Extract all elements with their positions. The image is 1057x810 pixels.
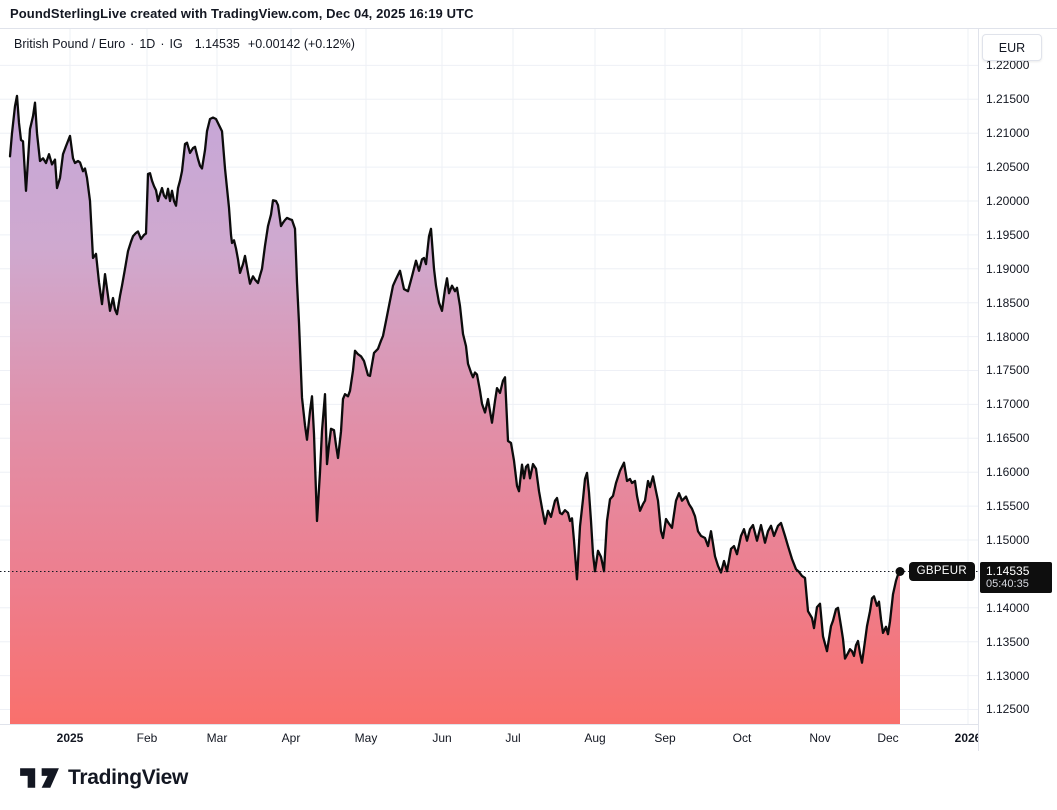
exchange-label: IG [169,37,183,51]
price-pane[interactable]: British Pound / Euro · 1D · IG 1.14535 +… [0,29,978,724]
time-scale-label: Feb [136,731,158,745]
price-scale-label: 1.20000 [986,194,1030,208]
time-scale-label: Oct [732,731,752,745]
time-scale-label: Aug [584,731,606,745]
legend-change: +0.00142 (+0.12%) [247,37,355,51]
price-scale-label: 1.16000 [986,465,1030,479]
price-scale-label: 1.16500 [986,431,1030,445]
bar-countdown: 05:40:35 [986,578,1029,590]
legend-separator: · [130,37,135,51]
price-line-symbol-tag: GBPEUR [908,562,975,581]
price-scale-label: 1.19500 [986,228,1030,242]
price-line-symbol-text: GBPEUR [916,565,967,577]
legend-last-price: 1.14535 [194,37,240,51]
price-scale-label: 1.13000 [986,669,1030,683]
price-scale-label: 1.13500 [986,635,1030,649]
symbol-title: British Pound / Euro [14,37,126,51]
price-scale-label: 1.15500 [986,499,1030,513]
time-scale[interactable]: 2025 Feb Mar Apr May Jun Jul Aug Sep Oct Nov Dec 202… [0,724,978,752]
interval-label: 1D [139,37,156,51]
price-scale-label: 1.20500 [986,160,1030,174]
tradingview-logo-text: TradingView [68,766,189,789]
last-price-value: 1.14535 [986,564,1030,578]
tradingview-logo[interactable]: TradingView [20,764,188,792]
time-scale-label: 2026 [954,731,978,745]
price-scale-label: 1.22000 [986,58,1030,72]
price-scale-label: 1.21000 [986,126,1030,140]
price-scale-label: 1.17000 [986,397,1030,411]
scales-corner [978,724,1057,752]
price-scale-label: 1.18000 [986,330,1030,344]
price-scale-label: 1.18500 [986,296,1030,310]
time-scale-label: Mar [206,731,228,745]
price-chart-svg[interactable] [0,29,978,724]
time-scale-label: Nov [809,731,831,745]
currency-toggle-button[interactable]: EUR [982,34,1042,61]
last-price-tag: 1.14535 05:40:35 [980,562,1052,593]
tradingview-logo-icon [20,768,59,788]
time-scale-label: 2025 [56,731,84,745]
price-scale-label: 1.21500 [986,92,1030,106]
legend-separator: · [160,37,165,51]
price-scale-label: 1.17500 [986,363,1030,377]
footer: TradingView [0,751,1057,810]
price-scale-label: 1.15000 [986,533,1030,547]
time-scale-label: May [354,731,378,745]
time-scale-label: Sep [654,731,676,745]
time-scale-label: Jul [505,731,521,745]
header-bar: PoundSterlingLive created with TradingVi… [0,0,1057,28]
symbol-legend: British Pound / Euro · 1D · IG 1.14535 +… [14,37,355,51]
page-title: PoundSterlingLive created with TradingVi… [10,6,474,21]
price-scale-label: 1.14000 [986,601,1030,615]
currency-toggle-label: EUR [998,40,1026,55]
chart-widget: British Pound / Euro · 1D · IG 1.14535 +… [0,28,1057,752]
price-scale-label: 1.19000 [986,262,1030,276]
price-scale[interactable]: EUR 1.22000 1.21500 1.21000 1.20500 1.20000 1… [978,29,1057,724]
time-scale-label: Dec [877,731,899,745]
price-scale-label: 1.12500 [986,702,1030,716]
time-scale-label: Jun [432,731,452,745]
time-scale-label: Apr [281,731,301,745]
